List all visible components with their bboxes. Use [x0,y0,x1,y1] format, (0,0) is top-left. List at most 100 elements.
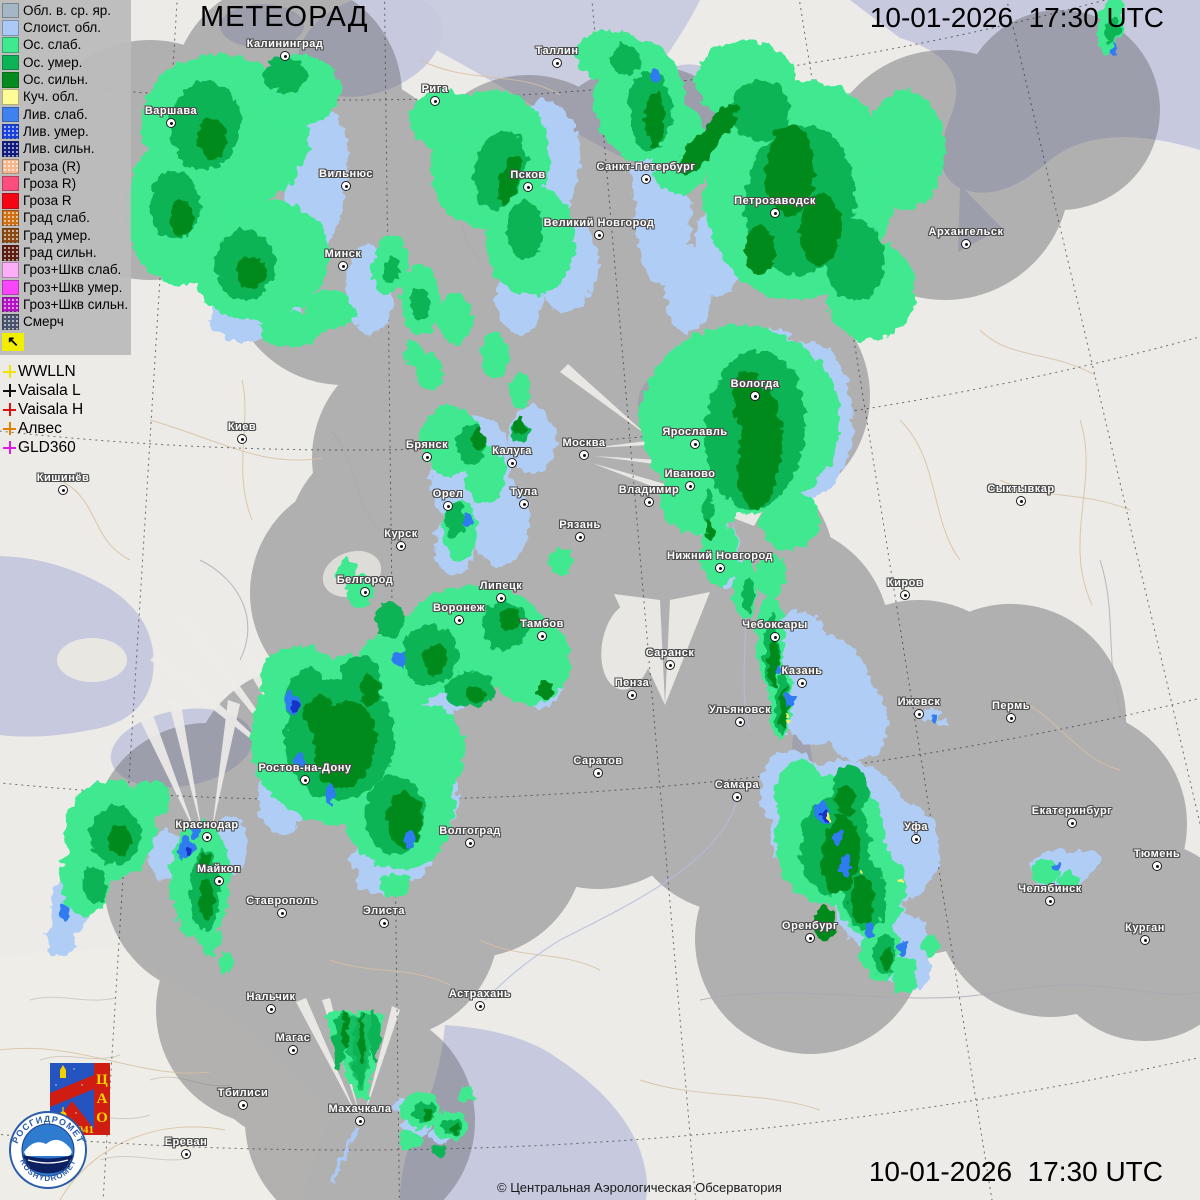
legend-row: Гроз+Шкв сильн. [2,296,128,313]
city-marker-icon [166,118,176,128]
city-label: Курск [384,528,418,540]
legend-color-chip [2,2,19,19]
legend-color-chip [2,193,19,209]
city-marker-icon [797,678,807,688]
city-marker-icon [430,96,440,106]
legend-label: Гроз+Шкв умер. [23,279,123,295]
timestamp-top: 10-01-2026 17:30 UTC [869,2,1164,33]
city-label: Челябинск [1018,883,1082,895]
city-label: Ставрополь [246,895,318,907]
legend-row: Град слаб. [2,210,128,227]
legend-row: Лив. умер. [2,123,128,140]
city-label: Владимир [618,484,680,496]
city-marker-icon [770,632,780,642]
city-marker-icon [454,615,464,625]
city-marker-icon [422,452,432,462]
city-marker-icon [300,775,310,785]
legend-label: Гроза R [23,193,72,209]
city-marker-icon [914,709,924,719]
legend-label: Смерч [23,314,64,330]
lightning-cross-icon [3,422,16,435]
city-label: Рига [421,83,449,95]
city-marker-icon [496,593,506,603]
city-marker-icon [519,499,529,509]
legend-label: Ос. сильн. [23,72,89,88]
legend-color-chip [2,141,19,157]
lightning-source-row: GLD360 [3,438,83,457]
legend-color-chip [2,314,19,330]
legend-label: Град умер. [23,227,91,243]
precipitation-layer [46,0,1123,1183]
city-marker-icon [288,1045,298,1055]
city-label: Ульяновск [708,704,772,716]
legend-label: Гроза R) [23,175,77,191]
cao-letter-2: А [97,1091,108,1107]
legend-color-chip [2,106,19,123]
legend-color-chip [2,296,19,313]
city-label: Псков [510,169,546,181]
city-label: Тюмень [1133,848,1181,860]
city-label: Уфа [903,821,929,833]
lightning-source-row: Алвес [3,419,83,438]
lightning-source-row: Vaisala H [3,400,83,419]
precip-legend: Обл. в. ср. яр. Слоист. обл. Ос. слаб. Ос. … [0,0,132,355]
legend-color-chip [2,123,19,140]
legend-color-chip [2,279,19,296]
city-marker-icon [735,717,745,727]
city-label: Ростов-на-Дону [258,762,352,774]
lightning-source-label: GLD360 [18,438,76,456]
city-label: Магас [275,1032,311,1044]
legend-label: Гроза (R) [23,158,81,174]
city-label: Ярославль [662,426,728,438]
city-label: Нальчик [246,991,296,1003]
lightning-source-label: Vaisala H [18,400,84,418]
legend-color-chip [2,37,19,53]
city-marker-icon [911,834,921,844]
legend-color-chip [2,227,19,244]
legend-color-chip [2,245,19,261]
city-marker-icon [641,174,651,184]
city-label: Пенза [614,677,650,689]
city-label: Курган [1125,922,1165,934]
legend-row: Лив. сильн. [2,140,128,157]
city-marker-icon [443,501,453,511]
city-marker-icon [465,838,475,848]
legend-label: Град слаб. [23,210,90,226]
city-marker-icon [644,497,654,507]
city-label: Калининград [246,38,324,50]
lightning-source-label: Vaisala L [18,381,81,399]
city-marker-icon [379,918,389,928]
city-marker-icon [732,792,742,802]
city-label: Архангельск [928,226,1004,238]
city-label: Тбилиси [217,1087,269,1099]
city-label: Астрахань [448,988,512,1000]
city-marker-icon [181,1149,191,1159]
city-label: Сыктывкар [987,483,1055,495]
city-marker-icon [202,832,212,842]
lightning-source-label: WWLLN [18,362,76,380]
legend-label: Гроз+Шкв слаб. [23,262,122,278]
legend-color-chip [2,262,19,278]
legend-row: Ос. сильн. [2,71,128,88]
legend-row: Слоист. обл. [2,19,128,36]
legend-row: Гроз+Шкв слаб. [2,261,128,278]
legend-label: Ос. умер. [23,54,83,70]
legend-label: Гроз+Шкв сильн. [23,296,129,312]
legend-color-chip [2,72,19,88]
city-marker-icon [238,1100,248,1110]
legend-row: Ос. слаб. [2,37,128,54]
legend-label: Лив. сильн. [23,141,95,157]
city-label: Воронеж [432,602,486,614]
city-marker-icon [214,876,224,886]
city-label: Липецк [479,580,523,592]
city-label: Петрозаводск [734,195,816,207]
city-label: Казань [781,665,823,677]
page-title: МЕТЕОРАД [200,1,369,33]
legend-row: Лив. слаб. [2,106,128,123]
city-marker-icon [685,481,695,491]
city-marker-icon [552,58,562,68]
lightning-legend: WWLLN Vaisala L Vaisala H Алвес GLD360 [3,362,83,457]
timestamp-bottom: 10-01-2026 17:30 UTC [868,1156,1163,1187]
